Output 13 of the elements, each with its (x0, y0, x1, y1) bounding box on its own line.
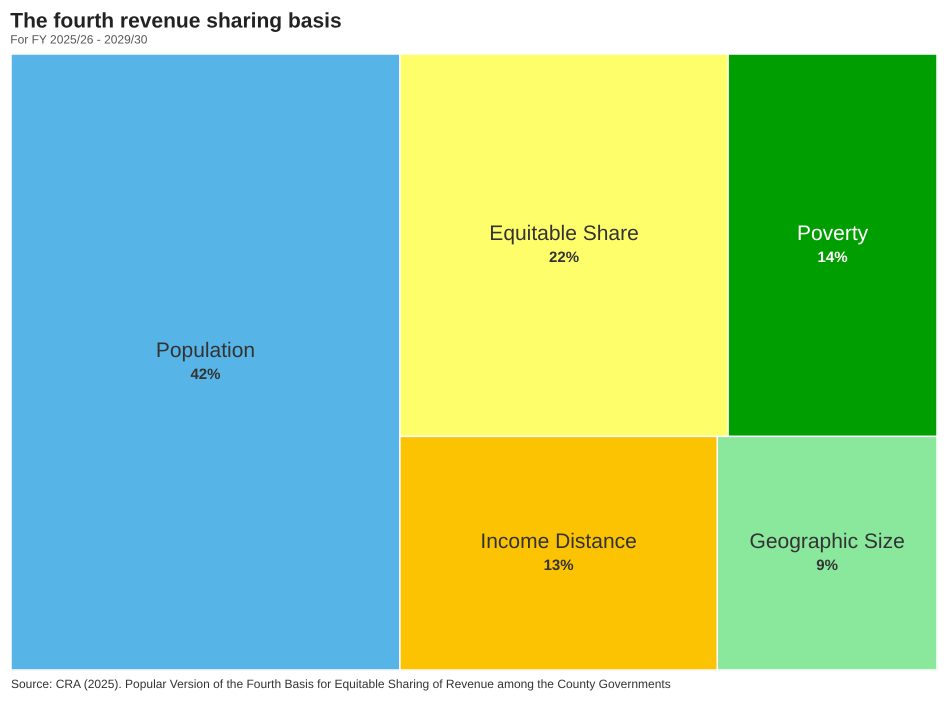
data-label: 14% (818, 249, 848, 266)
data-label: 22% (549, 249, 580, 266)
source-note: Source: CRA (2025). Popular Version of the Fourth Basis for Equitable Sharing of Revenue among the County Governments (11, 677, 671, 691)
text: For FY 2025/26 - 2029/30 (10, 32, 148, 46)
category-label: Income Distance (480, 530, 637, 554)
category-label: Equitable Share (489, 222, 639, 246)
category-label: Geographic Size (750, 530, 905, 554)
data-label: 13% (544, 557, 574, 574)
text: The fourth revenue sharing basis (10, 9, 342, 32)
data-label: 9% (816, 557, 838, 574)
category-label: Poverty (796, 222, 869, 246)
data-label: 42% (190, 366, 220, 383)
category-label: Population (156, 339, 256, 362)
